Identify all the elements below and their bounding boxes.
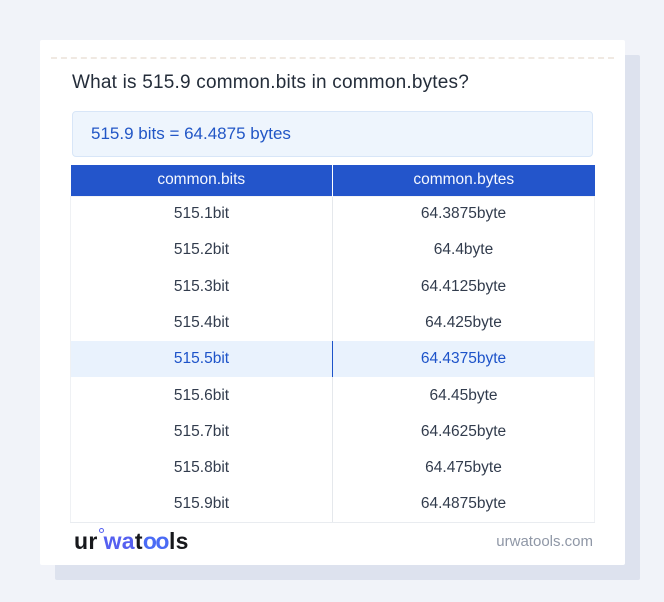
bytes-cell: 64.4625byte — [332, 413, 595, 451]
table-header-row: common.bits common.bytes — [70, 165, 595, 196]
bits-cell: 515.4bit — [70, 304, 333, 342]
bytes-cell: 64.475byte — [332, 450, 595, 487]
domain-text: urwatools.com — [496, 532, 593, 550]
header-cell-bytes: common.bytes — [332, 165, 595, 196]
page-title: What is 515.9 common.bits in common.byte… — [72, 72, 470, 93]
bits-cell: 515.1bit — [70, 195, 333, 233]
bytes-cell: 64.45byte — [332, 377, 595, 414]
logo-part-oo: oo — [142, 527, 170, 554]
dashed-divider — [51, 57, 614, 59]
conversion-table-body: 515.1bit 64.3875byte 515.2bit 64.4byte 515.3… — [70, 195, 595, 524]
bytes-cell: 64.4875byte — [332, 486, 595, 524]
bytes-cell: 64.4byte — [332, 232, 595, 269]
bits-cell: 515.6bit — [70, 377, 333, 414]
bits-cell: 515.5bit — [70, 341, 333, 378]
conversion-table: common.bits common.bytes 515.1bit 64.3875… — [70, 165, 595, 524]
table-row[interactable]: 515.1bit 64.3875byte — [70, 195, 595, 233]
table-row[interactable]: 515.6bit 64.45byte — [70, 377, 595, 414]
table-row[interactable]: 515.5bit 64.4375byte — [70, 341, 595, 378]
bits-cell: 515.8bit — [70, 450, 333, 487]
table-row[interactable]: 515.9bit 64.4875byte — [70, 486, 595, 524]
header-cell-bits: common.bits — [70, 165, 333, 196]
table-row[interactable]: 515.8bit 64.475byte — [70, 450, 595, 487]
table-row[interactable]: 515.3bit 64.4125byte — [70, 268, 595, 305]
bytes-cell: 64.3875byte — [332, 195, 595, 233]
bits-cell: 515.9bit — [70, 486, 333, 524]
answer-box: 515.9 bits = 64.4875 bytes — [72, 111, 593, 157]
table-row[interactable]: 515.2bit 64.4byte — [70, 232, 595, 269]
bytes-cell: 64.4125byte — [332, 268, 595, 305]
bits-cell: 515.2bit — [70, 232, 333, 269]
bytes-cell: 64.425byte — [332, 304, 595, 342]
bits-cell: 515.3bit — [70, 268, 333, 305]
logo-part-wa: wa — [103, 527, 135, 554]
answer-text: 515.9 bits = 64.4875 bytes — [91, 124, 291, 143]
logo-ring-icon — [98, 527, 104, 533]
logo-part-ur: ur — [74, 527, 98, 554]
bytes-cell: 64.4375byte — [332, 341, 595, 378]
bits-cell: 515.7bit — [70, 413, 333, 451]
table-row[interactable]: 515.4bit 64.425byte — [70, 304, 595, 342]
logo-part-t: t — [134, 527, 143, 554]
footer: ur watools urwatools.com — [40, 523, 625, 565]
logo-part-ls: ls — [168, 527, 189, 554]
table-row[interactable]: 515.7bit 64.4625byte — [70, 413, 595, 451]
logo: ur watools — [74, 527, 189, 554]
conversion-card: What is 515.9 common.bits in common.byte… — [40, 40, 625, 565]
